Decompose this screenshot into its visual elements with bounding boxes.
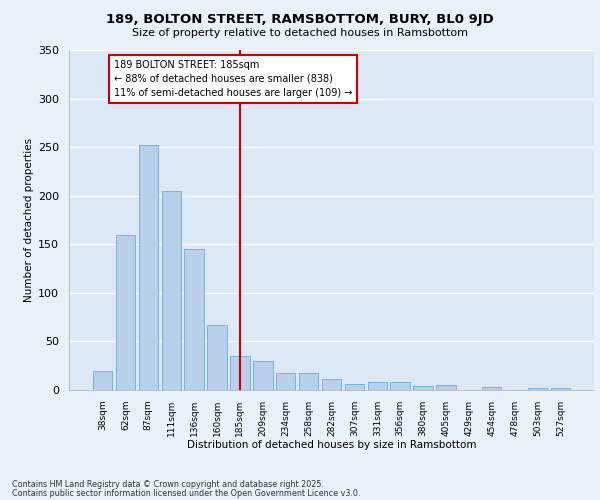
Text: Contains HM Land Registry data © Crown copyright and database right 2025.: Contains HM Land Registry data © Crown c…	[12, 480, 324, 489]
Text: 189 BOLTON STREET: 185sqm
← 88% of detached houses are smaller (838)
11% of semi: 189 BOLTON STREET: 185sqm ← 88% of detac…	[114, 60, 352, 98]
Y-axis label: Number of detached properties: Number of detached properties	[24, 138, 34, 302]
Bar	[230, 356, 250, 390]
Bar	[276, 374, 295, 390]
Bar	[253, 361, 272, 390]
Bar	[139, 145, 158, 390]
Bar	[413, 386, 433, 390]
Bar	[551, 388, 570, 390]
Bar	[208, 325, 227, 390]
X-axis label: Distribution of detached houses by size in Ramsbottom: Distribution of detached houses by size …	[187, 440, 476, 450]
Bar	[528, 388, 547, 390]
Bar	[184, 249, 204, 390]
Text: Size of property relative to detached houses in Ramsbottom: Size of property relative to detached ho…	[132, 28, 468, 38]
Bar	[368, 382, 387, 390]
Bar	[116, 234, 135, 390]
Bar	[299, 374, 319, 390]
Bar	[482, 387, 502, 390]
Bar	[93, 370, 112, 390]
Text: 189, BOLTON STREET, RAMSBOTTOM, BURY, BL0 9JD: 189, BOLTON STREET, RAMSBOTTOM, BURY, BL…	[106, 12, 494, 26]
Bar	[436, 385, 455, 390]
Bar	[161, 191, 181, 390]
Bar	[391, 382, 410, 390]
Bar	[344, 384, 364, 390]
Bar	[322, 380, 341, 390]
Text: Contains public sector information licensed under the Open Government Licence v3: Contains public sector information licen…	[12, 488, 361, 498]
